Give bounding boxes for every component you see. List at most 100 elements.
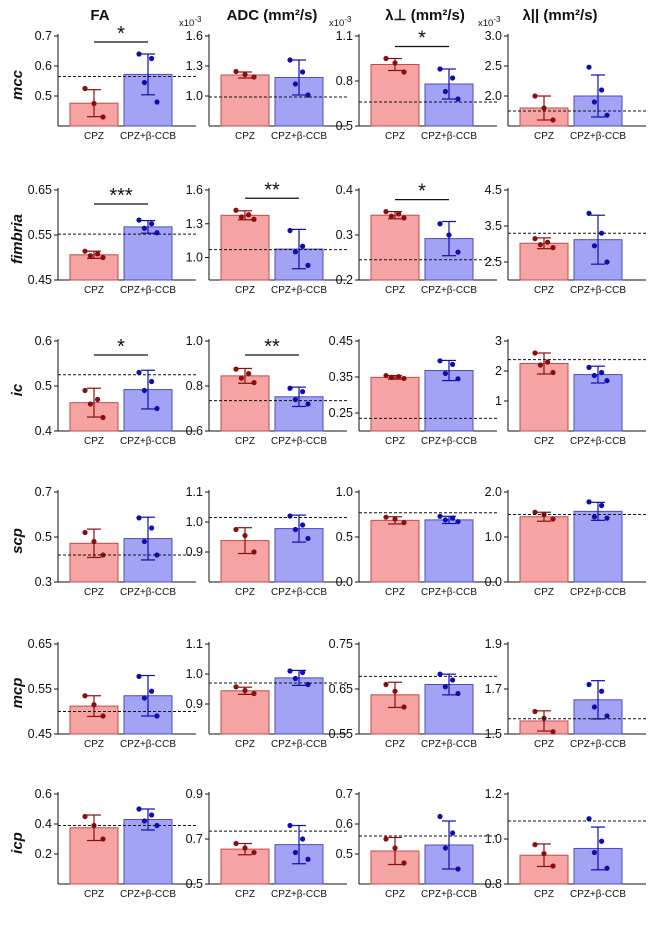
panel-fimbria-1-category-cpz: CPZ (235, 285, 255, 296)
panel-mcp-1-point-cpz-2 (251, 690, 257, 697)
panel-fimbria-0-ytick-label-2: 0.65 (28, 183, 52, 197)
panel-mcp-2-point-ccb-0 (437, 671, 443, 677)
panel-scp-3-ytick-label-2: 2.0 (485, 485, 502, 499)
panel-fimbria-2-point-cpz-1 (396, 211, 402, 217)
panel-ic-1-point-cpz-1 (246, 371, 252, 377)
panel-mcp-0-point-ccb-2 (141, 695, 147, 701)
panel-icp-1-point-ccb-2 (292, 849, 298, 856)
panel-mcp-3-ytick-label-1: 1.7 (485, 682, 502, 696)
panel-mcp-2-ytick-label-2: 0.75 (329, 637, 353, 651)
panel-scp-0-point-ccb-2 (141, 538, 147, 545)
panel-scp-2-category-ccb: CPZ+β-CCB (421, 587, 477, 598)
panel-icp-0-category-cpz: CPZ (84, 889, 104, 900)
panel-mcp-1-point-cpz-1 (242, 687, 248, 694)
panel-fimbria-1-point-cpz-2 (238, 214, 244, 220)
panel-mcc-3-category-ccb: CPZ+β-CCB (570, 131, 626, 142)
panel-scp-3-point-ccb-2 (591, 514, 598, 520)
column-title-3: λ|| (mm²/s) (522, 7, 597, 24)
panel-icp-0-point-ccb-1 (149, 812, 155, 818)
panel-scp-3-category-cpz: CPZ (534, 587, 554, 598)
panel-fimbria-0-point-cpz-1 (95, 251, 101, 257)
panel-fimbria-3-point-ccb-0 (586, 210, 592, 216)
panel-scp-0-point-ccb-1 (149, 525, 155, 531)
panel-icp-1-point-cpz-0 (233, 840, 239, 847)
panel-mcp-2-point-cpz-1 (392, 688, 398, 694)
panel-ic-1-bar-cpz (220, 375, 270, 432)
panel-ic-2-point-cpz-3 (401, 375, 407, 382)
panel-mcc-2-ytick-label-1: 0.8 (336, 74, 353, 88)
panel-icp-3-point-cpz-0 (532, 842, 538, 848)
panel-scp-0-category-cpz: CPZ (84, 587, 104, 598)
panel-icp-0-point-cpz-2 (100, 836, 106, 842)
panel-icp-3-ytick-label-1: 1.0 (485, 832, 502, 846)
panel-fimbria-3-bar-cpz (519, 242, 569, 281)
panel-mcc-2-bar-cpz (370, 64, 420, 127)
panel-scp-1-point-ccb-2 (292, 526, 298, 533)
panel-fimbria-0-significance-stars: *** (109, 185, 133, 207)
panel-fimbria-1-ytick-label-2: 1.6 (186, 183, 203, 197)
panel-mcc-1-bar-cpz (220, 74, 270, 127)
panel-scp-2-point-ccb-2 (442, 517, 448, 523)
panel-scp-2-bar-cpz (370, 519, 420, 583)
panel-ic-1-ytick-label-1: 0.8 (186, 379, 203, 393)
panel-fimbria-2-point-cpz-2 (388, 213, 394, 219)
panel-ic-0-ytick-label-0: 0.4 (35, 424, 52, 438)
panel-mcp-0-point-ccb-3 (154, 713, 160, 719)
panel-ic-2-point-ccb-3 (455, 376, 461, 382)
panel-scp-0-ytick-label-0: 0.3 (35, 575, 52, 589)
panel-fimbria-3-point-cpz-0 (532, 236, 538, 242)
panel-icp-3-point-ccb-3 (604, 865, 610, 871)
panel-mcc-0-category-cpz: CPZ (84, 131, 104, 142)
panel-icp-2-ytick-label-0: 0.5 (336, 847, 353, 861)
panel-scp-2-point-ccb-3 (455, 519, 461, 525)
panel-scp-2-point-ccb-1 (450, 515, 456, 521)
panel-icp-3-ytick-label-0: 0.8 (485, 877, 502, 891)
panel-icp-0-point-ccb-0 (136, 806, 142, 812)
panel-scp-3-category-ccb: CPZ+β-CCB (570, 587, 626, 598)
row-label-fimbria: fimbria (9, 214, 26, 264)
panel-fimbria-0-point-cpz-3 (100, 254, 106, 261)
panel-mcp-0-category-cpz: CPZ (84, 739, 104, 750)
panel-fimbria-2-point-cpz-3 (401, 215, 407, 221)
panel-mcp-2-point-cpz-0 (383, 681, 389, 688)
panel-icp-2-ytick-label-2: 0.7 (336, 787, 353, 801)
panel-mcc-2-point-cpz-1 (392, 60, 398, 66)
column-title-2: λ⊥ (mm²/s) (385, 7, 465, 24)
panel-fimbria-2-point-cpz-0 (383, 209, 389, 215)
panel-ic-3-ytick-label-2: 3 (495, 334, 502, 348)
panel-mcp-1-point-ccb-2 (292, 675, 298, 682)
panel-mcc-3-multiplier: x10-3 (478, 15, 501, 29)
panel-scp-3-ytick-label-1: 1.0 (485, 530, 502, 544)
panel-ic-3-category-ccb: CPZ+β-CCB (570, 436, 626, 447)
panel-scp-0-ytick-label-2: 0.7 (35, 485, 52, 499)
panel-ic-0-point-ccb-0 (136, 369, 142, 376)
panel-ic-3-point-cpz-1 (545, 359, 551, 365)
panel-icp-1-point-ccb-1 (300, 836, 306, 842)
panel-mcc-0-ytick-label-2: 0.7 (35, 29, 52, 43)
panel-mcc-1-point-cpz-1 (242, 71, 248, 78)
panel-fimbria-3-point-cpz-1 (545, 239, 551, 245)
panel-scp-2-ytick-label-0: 0.0 (336, 575, 353, 589)
panel-scp-2-category-cpz: CPZ (385, 587, 405, 598)
panel-mcp-3-ytick-label-2: 1.9 (485, 637, 502, 651)
panel-mcp-0-ytick-label-0: 0.45 (28, 727, 52, 741)
panel-scp-0-ytick-label-1: 0.5 (35, 530, 52, 544)
panel-ic-1-point-cpz-3 (251, 380, 257, 386)
panel-mcc-0-point-cpz-0 (82, 85, 88, 92)
panel-icp-2-ytick-label-1: 0.6 (336, 817, 353, 831)
panel-mcp-0-point-cpz-0 (82, 693, 88, 699)
panel-icp-3-category-ccb: CPZ+β-CCB (570, 889, 626, 900)
panel-mcp-3-point-ccb-0 (586, 681, 592, 688)
panel-scp-3-point-ccb-0 (586, 499, 592, 505)
panel-ic-1-point-ccb-1 (300, 389, 306, 395)
panel-scp-2-ytick-label-1: 0.5 (336, 530, 353, 544)
panel-mcp-0-ytick-label-1: 0.55 (28, 682, 52, 696)
panel-fimbria-2-bar-cpz (370, 214, 420, 281)
row-label-mcc: mcc (9, 69, 26, 100)
panel-scp-1-point-ccb-1 (300, 522, 306, 528)
panel-ic-0-point-cpz-1 (95, 396, 101, 403)
panel-icp-1-point-ccb-3 (305, 856, 311, 862)
panel-ic-1-point-cpz-2 (238, 375, 244, 381)
panel-fimbria-3-ytick-label-0: 2.5 (485, 255, 502, 269)
